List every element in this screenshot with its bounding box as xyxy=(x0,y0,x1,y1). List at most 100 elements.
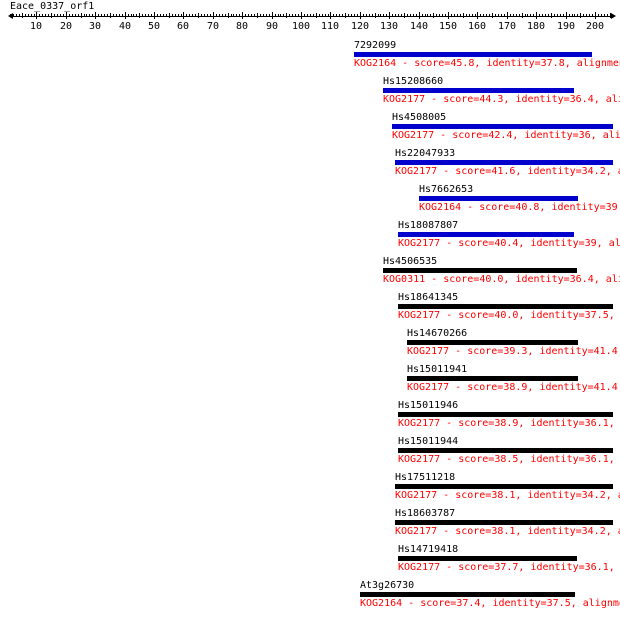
minor-tick xyxy=(527,14,528,17)
minor-tick xyxy=(539,14,540,17)
minor-tick xyxy=(551,13,552,18)
alignment-bar[interactable] xyxy=(395,160,613,165)
minor-tick xyxy=(34,14,35,17)
minor-tick xyxy=(460,14,461,17)
minor-tick xyxy=(283,14,284,17)
hit-description: KOG2177 - score=38.1, identity=34.2, ali… xyxy=(395,526,620,537)
minor-tick xyxy=(530,14,531,17)
alignment-bar[interactable] xyxy=(407,376,578,381)
minor-tick xyxy=(516,14,517,17)
alignment-bar[interactable] xyxy=(398,556,577,561)
hit-description: KOG2177 - score=37.7, identity=36.1, ali… xyxy=(398,562,620,573)
tick-label: 180 xyxy=(526,21,546,32)
minor-tick xyxy=(45,14,46,17)
minor-tick xyxy=(160,14,161,17)
minor-tick xyxy=(463,13,464,18)
hit-name[interactable]: 7292099 xyxy=(354,40,397,51)
alignment-bar[interactable] xyxy=(398,412,613,417)
hit-name[interactable]: Hs18087807 xyxy=(398,220,459,231)
minor-tick xyxy=(504,14,505,17)
minor-tick xyxy=(375,13,376,18)
tick-label: 170 xyxy=(497,21,517,32)
minor-tick xyxy=(104,14,105,17)
hit-name[interactable]: Hs15208660 xyxy=(383,76,444,87)
alignment-bar[interactable] xyxy=(360,592,575,597)
alignment-bar[interactable] xyxy=(383,88,574,93)
minor-tick xyxy=(63,14,64,17)
minor-tick xyxy=(25,14,26,17)
minor-tick xyxy=(75,14,76,17)
hit-name[interactable]: Hs14670266 xyxy=(407,328,468,339)
major-tick xyxy=(477,12,478,19)
minor-tick xyxy=(60,14,61,17)
minor-tick xyxy=(48,14,49,17)
minor-tick xyxy=(133,14,134,17)
minor-tick xyxy=(601,14,602,17)
minor-tick xyxy=(163,14,164,17)
minor-tick xyxy=(181,14,182,17)
hit-description: KOG2177 - score=39.3, identity=41.4, ali… xyxy=(407,346,620,357)
hit-name[interactable]: Hs7662653 xyxy=(419,184,474,195)
minor-tick xyxy=(116,14,117,17)
minor-tick xyxy=(136,14,137,17)
tick-label: 30 xyxy=(88,21,102,32)
hit-name[interactable]: Hs15011944 xyxy=(398,436,459,447)
minor-tick xyxy=(545,14,546,17)
alignment-bar[interactable] xyxy=(395,484,613,489)
hit-name[interactable]: Hs18603787 xyxy=(395,508,456,519)
major-tick xyxy=(507,12,508,19)
tick-label: 100 xyxy=(291,21,311,32)
minor-tick xyxy=(413,14,414,17)
minor-tick xyxy=(363,14,364,17)
minor-tick xyxy=(357,14,358,17)
minor-tick xyxy=(10,14,11,17)
tick-label: 20 xyxy=(59,21,73,32)
hit-name[interactable]: At3g26730 xyxy=(360,580,415,591)
minor-tick xyxy=(278,14,279,17)
alignment-bar[interactable] xyxy=(398,232,574,237)
minor-tick xyxy=(84,14,85,17)
minor-tick xyxy=(248,14,249,17)
minor-tick xyxy=(316,13,317,18)
minor-tick xyxy=(572,14,573,17)
alignment-bar[interactable] xyxy=(392,124,613,129)
minor-tick xyxy=(522,13,523,18)
minor-tick xyxy=(442,14,443,17)
hit-description: KOG2177 - score=38.5, identity=36.1, ali… xyxy=(398,454,620,465)
minor-tick xyxy=(328,14,329,17)
tick-label: 200 xyxy=(585,21,605,32)
hit-name[interactable]: Hs18641345 xyxy=(398,292,459,303)
minor-tick xyxy=(236,14,237,17)
major-tick xyxy=(301,12,302,19)
hit-name[interactable]: Hs17511218 xyxy=(395,472,456,483)
hit-name[interactable]: Hs14719418 xyxy=(398,544,459,555)
hit-description: KOG2164 - score=37.4, identity=37.5, ali… xyxy=(360,598,620,609)
hit-name[interactable]: Hs15011941 xyxy=(407,364,468,375)
minor-tick xyxy=(19,14,20,17)
minor-tick xyxy=(542,14,543,17)
minor-tick xyxy=(225,14,226,17)
alignment-bar[interactable] xyxy=(354,52,592,57)
hit-description: KOG2177 - score=38.9, identity=41.4, ali… xyxy=(407,382,620,393)
alignment-bar[interactable] xyxy=(395,520,613,525)
alignment-bar[interactable] xyxy=(383,268,577,273)
hit-name[interactable]: Hs4508005 xyxy=(392,112,447,123)
minor-tick xyxy=(295,14,296,17)
hit-name[interactable]: Hs22047933 xyxy=(395,148,456,159)
minor-tick xyxy=(28,14,29,17)
minor-tick xyxy=(586,14,587,17)
alignment-bar[interactable] xyxy=(419,196,578,201)
minor-tick xyxy=(483,14,484,17)
hit-name[interactable]: Hs15011946 xyxy=(398,400,459,411)
alignment-bar[interactable] xyxy=(398,304,613,309)
alignment-bar[interactable] xyxy=(398,448,613,453)
alignment-bar[interactable] xyxy=(407,340,578,345)
minor-tick xyxy=(457,14,458,17)
hit-name[interactable]: Hs4506535 xyxy=(383,256,438,267)
minor-tick xyxy=(398,14,399,17)
minor-tick xyxy=(425,14,426,17)
minor-tick xyxy=(339,14,340,17)
minor-tick xyxy=(51,13,52,18)
minor-tick xyxy=(13,14,14,17)
minor-tick xyxy=(574,14,575,17)
